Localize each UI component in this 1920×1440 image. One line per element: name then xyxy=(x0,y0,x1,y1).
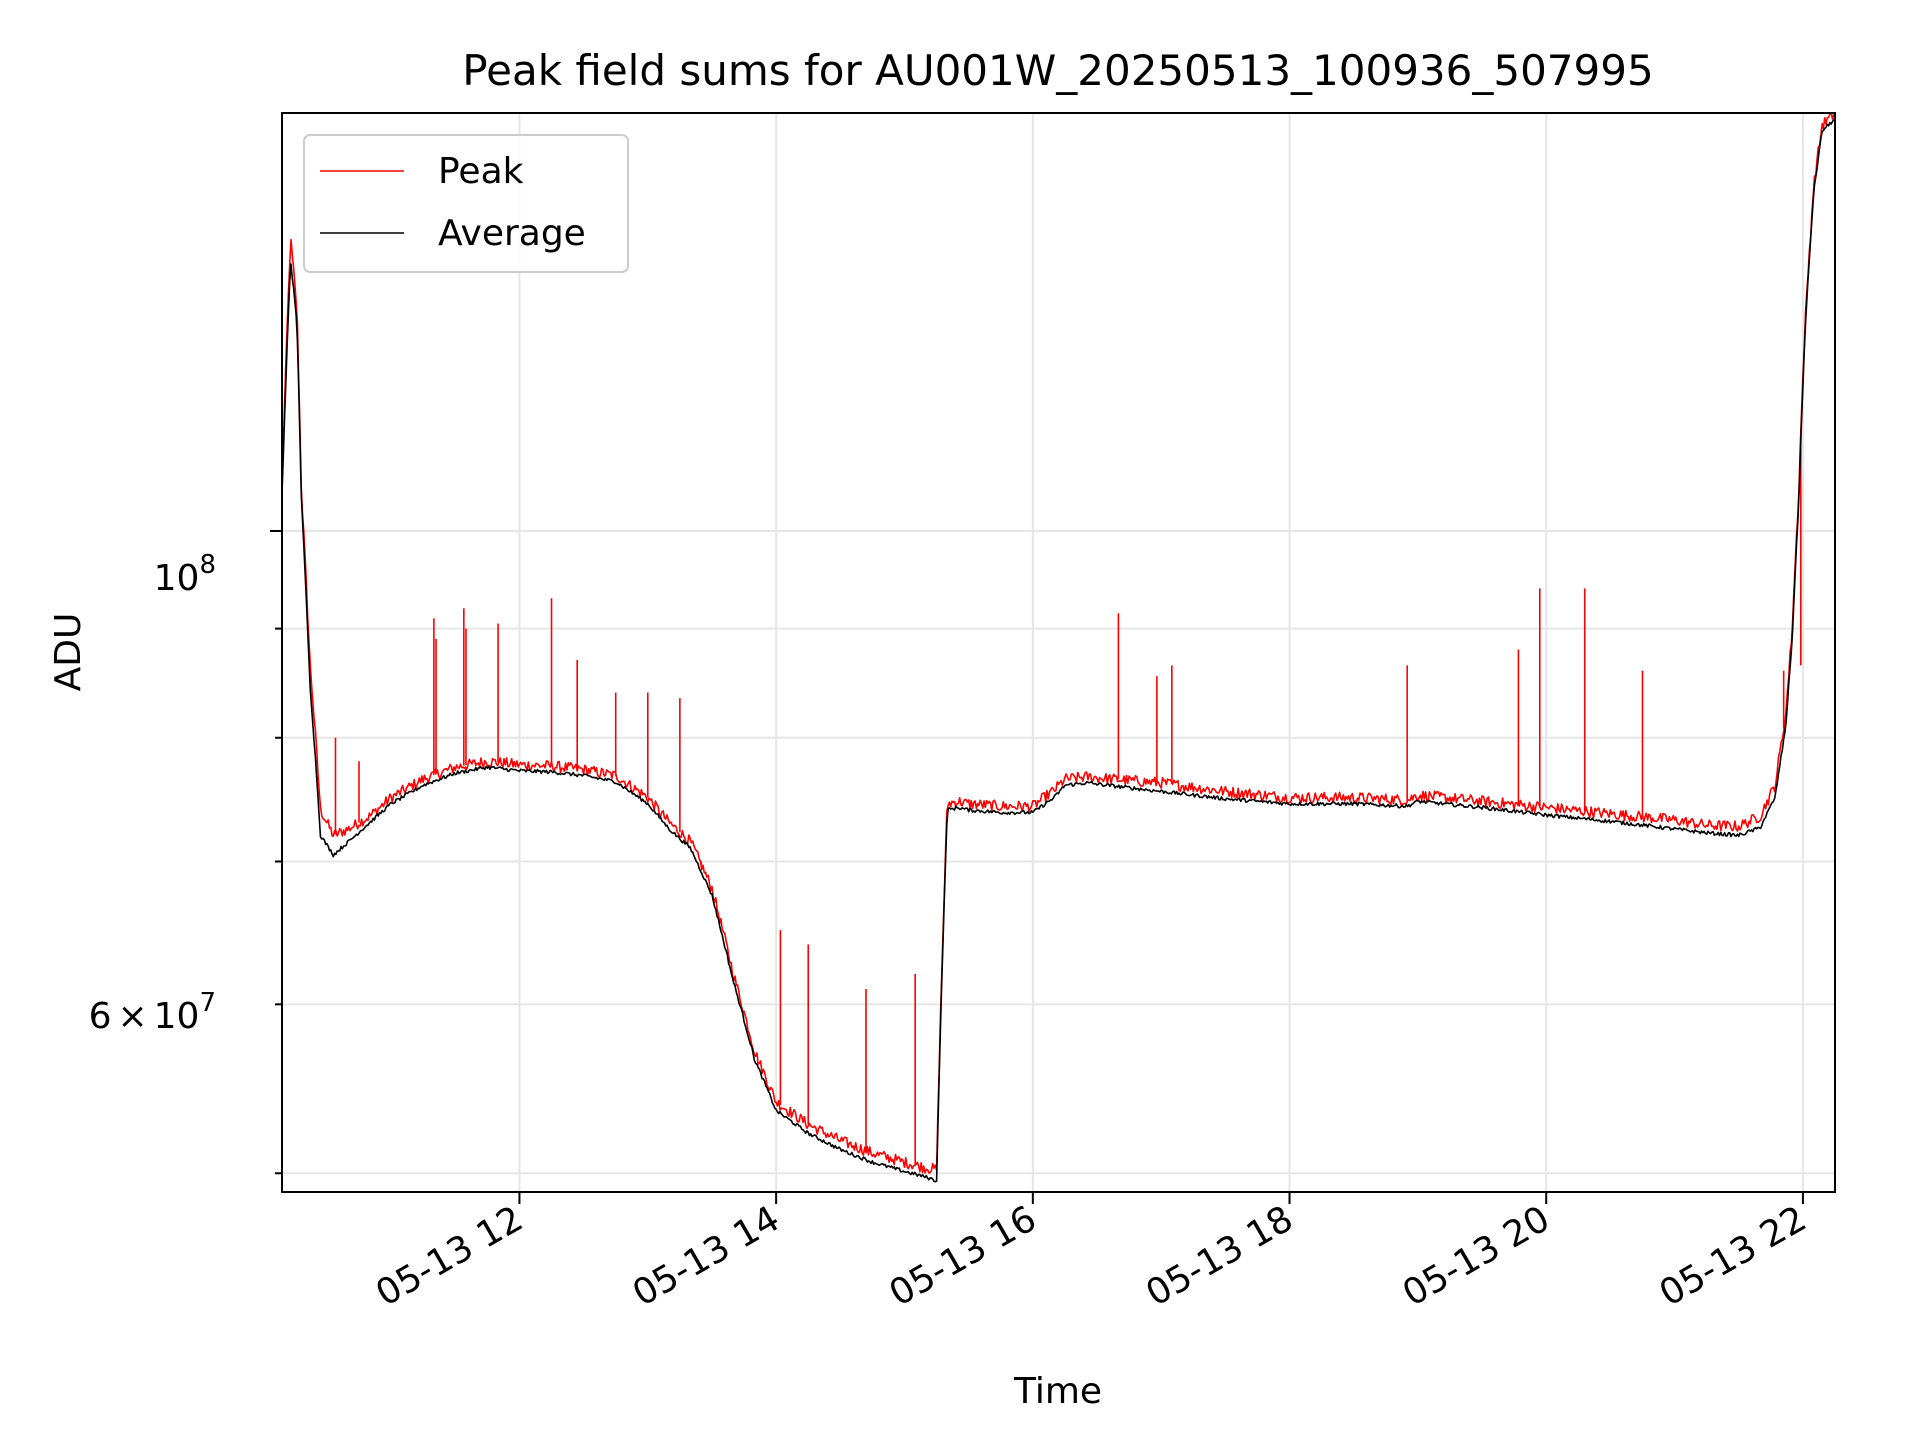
legend-peak-label: Peak xyxy=(438,151,524,192)
legend: Peak Average xyxy=(303,134,629,273)
chart-title: Peak field sums for AU001W_20250513_1009… xyxy=(462,46,1653,95)
y-tick-base-6e7: 10 xyxy=(154,996,200,1037)
y-axis-label: ADU xyxy=(48,613,89,692)
svg-text:108: 108 xyxy=(154,550,216,599)
svg-text:6×107: 6 × 107 xyxy=(89,988,216,1037)
plot-frame xyxy=(281,112,1836,1193)
series-peak-line xyxy=(282,113,1835,1174)
y-axis-ticks xyxy=(270,529,282,1175)
x-axis-label: Time xyxy=(1013,1371,1102,1412)
legend-average-label: Average xyxy=(438,213,586,254)
legend-box xyxy=(303,134,629,273)
y-gridlines xyxy=(282,529,1835,1175)
x-gridlines xyxy=(518,113,1804,1192)
y-tick-exp-1e8: 8 xyxy=(199,550,216,580)
y-tick-label-1e8: 108 xyxy=(154,550,216,599)
y-tick-label-6e7: 6 × 107 xyxy=(89,988,216,1037)
y-tick-exp-6e7: 7 xyxy=(199,988,216,1018)
y-tick-mantissa-6e7: 6 xyxy=(89,996,112,1037)
series-layer xyxy=(282,113,1835,1183)
y-tick-times-6e7: × xyxy=(117,996,147,1037)
series-average-line xyxy=(282,117,1835,1183)
y-tick-base-1e8: 10 xyxy=(154,558,200,599)
